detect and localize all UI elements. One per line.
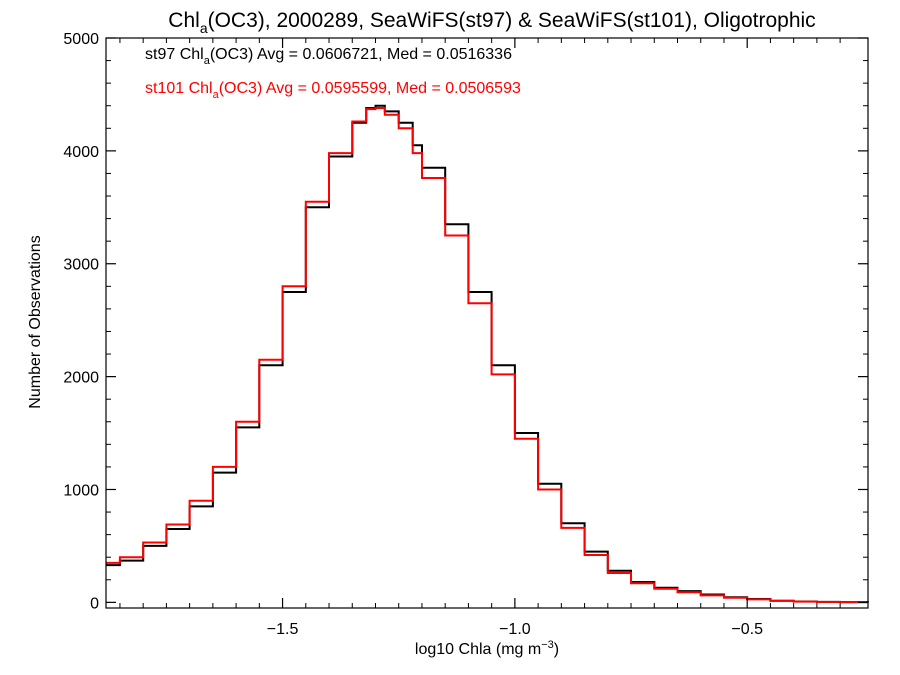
plot-frame <box>105 37 869 609</box>
y-tick-label: 1000 <box>63 482 99 499</box>
tick-layer: −1.5 −1.0 −0.5 0 1000 2000 3000 4000 5000 <box>63 31 868 638</box>
series-layer <box>106 104 869 604</box>
y-tick-label: 2000 <box>63 370 99 387</box>
y-axis-label: Number of Observations <box>27 235 44 408</box>
chart-title: Chla(OC3), 2000289, SeaWiFS(st97) & SeaW… <box>168 9 815 36</box>
y-tick-label: 0 <box>90 595 99 612</box>
y-tick-label: 3000 <box>63 257 99 274</box>
x-tick-label: −1.5 <box>267 621 299 638</box>
x-tick-label: −0.5 <box>731 621 763 638</box>
y-tick-label: 5000 <box>63 31 99 48</box>
series-line-0 <box>106 104 869 604</box>
series-line-1 <box>106 107 869 604</box>
x-axis-label: log10 Chla (mg m−3) <box>415 639 559 658</box>
y-tick-label: 4000 <box>63 144 99 161</box>
annotation-st97: st97 Chla(OC3) Avg = 0.0606721, Med = 0.… <box>145 46 512 67</box>
annotation-st101: st101 Chla(OC3) Avg = 0.0595599, Med = 0… <box>145 80 521 101</box>
x-tick-label: −1.0 <box>499 621 531 638</box>
